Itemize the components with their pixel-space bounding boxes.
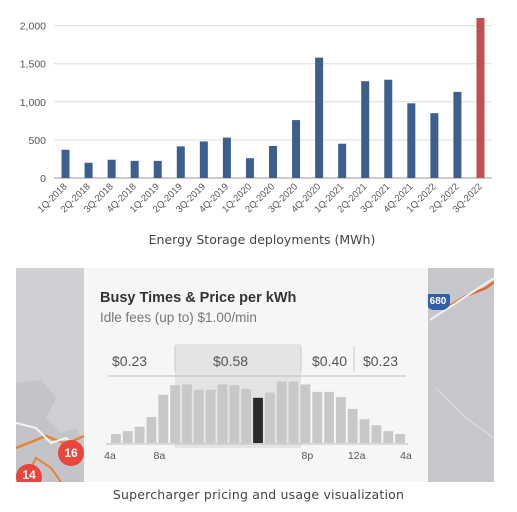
map-pin-16-label: 16 [64,446,78,460]
energy-storage-bar-chart: 0 500 1,000 1,500 2,000 1Q-20182Q-20183Q-201… [20,18,492,247]
bar-3Q-2020 [292,120,301,178]
bar-4Q-2018 [130,160,139,178]
bar-2Q-2020 [269,146,277,178]
highway-680-label: 680 [429,296,447,307]
busy-times-histogram: 4a 8a 8p 12a 4a [104,344,412,462]
bar-3Q-2021 [384,79,393,178]
y-tick-label: 1,000 [20,97,46,109]
current-hour-bar [253,397,263,443]
bars [61,18,485,178]
supercharger-map-panel: 16 14 680 Busy Times & Price per kWh Idl… [16,268,494,482]
time-tick-label: 12a [348,450,366,462]
hour-bar [300,384,311,443]
hour-bar [241,388,252,443]
hour-bar [395,434,405,443]
hour-bar [383,431,394,443]
hour-bar [347,408,358,443]
idle-fee-subtitle: Idle fees (up to) $1.00/min [100,310,257,325]
price-peak: $0.58 [213,353,249,369]
y-tick-label: 2,000 [20,21,46,33]
hour-bar [111,434,121,443]
bar-3Q-2022 [476,18,485,178]
hour-bar [182,384,192,443]
price-evening: $0.40 [312,353,348,369]
y-tick-label: 0 [40,173,46,185]
hour-bar [324,391,334,443]
hourly-busyness-bars [111,381,405,443]
hour-bar [359,419,370,443]
highway-680-shield: 680 [426,294,450,310]
hour-bar [312,391,323,443]
time-tick-label: 8p [301,450,313,462]
map-pin-16[interactable]: 16 [58,440,84,466]
x-axis-label: Energy Storage deployments (MWh) [149,232,376,247]
hour-bar [229,385,240,443]
bar-1Q-2021 [338,143,347,178]
map-pin-14-label: 14 [22,468,36,482]
hour-bar [158,394,169,443]
y-axis-ticks: 0 500 1,000 1,500 2,000 [20,21,46,185]
hour-bar [134,426,145,443]
hour-bar [205,389,216,443]
x-axis-ticks: 1Q-20182Q-20183Q-20184Q-20181Q-20192Q-20… [36,181,485,215]
hour-bar [193,389,204,443]
y-tick-label: 1,500 [20,59,46,71]
gridlines [54,25,492,179]
time-axis-ticks: 4a 8a 8p 12a 4a [104,450,412,462]
figure-caption: Supercharger pricing and usage visualiza… [112,487,405,502]
bar-3Q-2019 [199,141,208,178]
bar-1Q-2022 [430,113,439,178]
time-tick-label: 8a [153,450,165,462]
y-tick-label: 500 [28,135,46,147]
bar-2Q-2021 [361,81,370,178]
bar-3Q-2018 [107,159,116,178]
hour-bar [170,385,181,443]
price-overnight-late: $0.23 [363,353,399,369]
bar-4Q-2019 [222,137,231,178]
hour-bar [217,384,228,443]
hour-bar [146,417,157,443]
bar-2Q-2022 [453,91,462,178]
bar-1Q-2018 [61,149,70,178]
hour-bar [276,381,287,443]
busy-times-title: Busy Times & Price per kWh [100,290,297,306]
hour-bar [264,392,275,443]
bar-4Q-2021 [407,103,416,178]
bar-1Q-2020 [245,158,254,178]
bar-2Q-2019 [176,146,185,178]
bar-2Q-2018 [84,162,93,178]
time-tick-label: 4a [104,450,116,462]
map-pin-14[interactable]: 14 [16,464,42,482]
hour-bar [371,425,382,443]
busy-times-card: Busy Times & Price per kWh Idle fees (up… [84,268,428,482]
bar-4Q-2020 [315,57,324,178]
hour-bar [335,397,346,443]
hour-bar [122,431,133,443]
time-tick-label: 4a [400,450,412,462]
price-overnight-early: $0.23 [112,353,148,369]
hour-bar [288,381,299,443]
bar-1Q-2019 [153,160,162,178]
